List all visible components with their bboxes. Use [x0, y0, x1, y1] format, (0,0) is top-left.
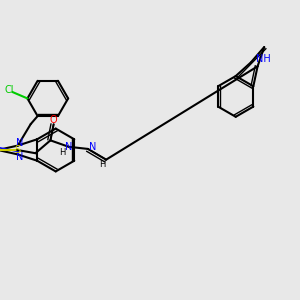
Text: H: H	[99, 160, 105, 169]
Text: H: H	[59, 148, 65, 157]
Text: NH: NH	[256, 54, 271, 64]
Text: N: N	[16, 138, 24, 148]
Text: N: N	[88, 142, 96, 152]
Text: S: S	[14, 145, 20, 155]
Text: Cl: Cl	[4, 85, 14, 95]
Text: N: N	[65, 142, 72, 152]
Text: O: O	[50, 115, 58, 125]
Text: N: N	[16, 152, 24, 162]
